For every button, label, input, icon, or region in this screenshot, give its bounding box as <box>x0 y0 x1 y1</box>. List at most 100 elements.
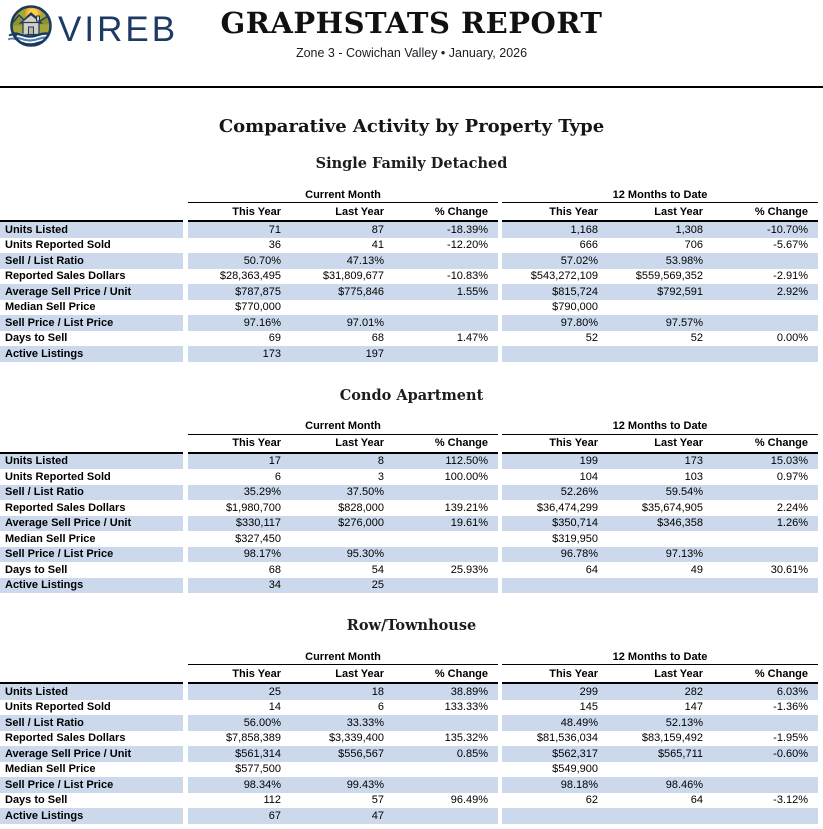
report-subtitle: Zone 3 - Cowichan Valley • January, 2026 <box>295 46 528 60</box>
group-header-12-months: 12 Months to Date <box>502 649 819 665</box>
cell-cm_last: $556,567 <box>291 746 394 762</box>
column-gap <box>183 730 188 746</box>
column-gap <box>183 761 188 777</box>
cell-ytd_this: $81,536,034 <box>536 732 599 745</box>
column-gap <box>183 531 188 547</box>
column-gap <box>498 664 503 683</box>
cell-cm_last: $3,339,400 <box>328 732 384 745</box>
column-gap <box>183 253 188 269</box>
column-gap <box>498 761 503 777</box>
column-gap <box>183 808 188 824</box>
cell-ytd_chg: 2.24% <box>776 501 809 514</box>
table-row: Active Listings 173 197 <box>0 346 819 362</box>
column-gap <box>498 808 503 824</box>
row-label: Units Listed <box>0 683 183 700</box>
table-row: Days to Sell 68 54 25.93% 64 49 30.61% <box>0 562 818 578</box>
column-gap <box>498 237 503 253</box>
cell-ytd_last: 64 <box>690 794 704 807</box>
group-header-row: Current Month 12 Months to Date <box>0 187 819 203</box>
column-gap <box>498 221 503 238</box>
cell-ytd_chg <box>713 777 819 793</box>
cell-cm_this: 173 <box>188 346 291 362</box>
cell-cm_last: 197 <box>291 346 394 362</box>
cell-ytd_last: 52.13% <box>608 715 714 731</box>
cell-cm_last: 18 <box>291 683 394 700</box>
col-header-pct-change: % Change <box>713 664 819 684</box>
cell-ytd_last: 147 <box>684 701 704 714</box>
cell-ytd_last: $83,159,492 <box>641 732 704 745</box>
cell-cm_this: 17 <box>188 452 291 469</box>
cell-ytd_chg: 6.03% <box>713 683 819 700</box>
cell-cm_last <box>291 531 394 547</box>
column-gap <box>498 299 503 315</box>
table-row: Units Listed 25 18 38.89% 299 282 6.03% <box>0 683 819 700</box>
column-gap <box>498 330 503 346</box>
group-header-current-month: Current Month <box>188 418 499 435</box>
spacer-cell <box>0 434 183 454</box>
column-gap <box>498 649 503 665</box>
row-label: Active Listings <box>0 346 183 362</box>
cell-cm_this: 25 <box>188 683 291 700</box>
cell-ytd_last: 59.54% <box>608 484 714 500</box>
col-header-last-year: Last Year <box>291 434 394 454</box>
cell-cm_chg: 96.49% <box>450 794 489 807</box>
cell-ytd_chg: 30.61% <box>770 563 809 576</box>
cell-cm_last: $828,000 <box>338 501 384 514</box>
cell-ytd_this: 145 <box>579 701 599 714</box>
column-gap <box>498 683 503 700</box>
column-gap <box>183 515 188 531</box>
row-label: Reported Sales Dollars <box>5 270 126 283</box>
cell-cm_last: 57 <box>371 794 384 807</box>
cell-ytd_chg: -5.67% <box>773 239 809 252</box>
cell-cm_chg: 133.33% <box>444 701 489 714</box>
cell-cm_this: $327,450 <box>235 532 281 545</box>
group-header-current-month: Current Month <box>188 187 499 203</box>
cell-ytd_this: $350,714 <box>502 515 609 531</box>
column-gap <box>498 268 503 284</box>
spacer-cell <box>0 187 183 203</box>
row-label: Days to Sell <box>5 794 68 807</box>
cell-cm_last: 47 <box>291 808 394 824</box>
group-header-12-months: 12 Months to Date <box>502 187 819 203</box>
table-row: Sell Price / List Price 98.34% 99.43% 98.18… <box>0 777 819 793</box>
cell-cm_last: 41 <box>371 239 384 252</box>
cell-ytd_last: $346,358 <box>608 515 714 531</box>
column-gap <box>183 452 188 469</box>
column-gap <box>498 484 503 500</box>
cell-cm_this: $770,000 <box>235 301 281 314</box>
report-header: VIREB GRAPHSTATS REPORT Zone 3 - Cowicha… <box>0 0 823 88</box>
cell-ytd_last <box>608 300 713 316</box>
column-gap <box>183 187 188 203</box>
cell-cm_this: 68 <box>268 563 281 576</box>
cell-cm_this: $787,875 <box>188 284 291 300</box>
cell-ytd_last: 282 <box>608 683 714 700</box>
cell-ytd_chg <box>713 253 819 269</box>
cell-ytd_this: $790,000 <box>552 301 599 314</box>
cell-ytd_last <box>608 577 714 593</box>
cell-cm_this: 35.29% <box>188 484 291 500</box>
group-header-row: Current Month 12 Months to Date <box>0 649 819 665</box>
cell-ytd_this <box>502 346 609 362</box>
row-label: Days to Sell <box>5 563 68 576</box>
cell-cm_chg <box>394 777 499 793</box>
cell-cm_last: 3 <box>377 470 384 483</box>
row-label: Sell Price / List Price <box>0 315 183 331</box>
cell-cm_chg <box>394 484 499 500</box>
cell-cm_last: 68 <box>371 332 384 345</box>
cell-ytd_this: 57.02% <box>502 253 609 269</box>
column-gap <box>498 546 503 562</box>
cell-cm_chg: 25.93% <box>450 563 489 576</box>
section-title-single-family: Single Family Detached <box>315 155 508 172</box>
cell-cm_this: 112 <box>263 794 281 807</box>
table-row: Active Listings 67 47 <box>0 808 819 824</box>
page-title: Comparative Activity by Property Type <box>218 116 605 137</box>
cell-ytd_last <box>608 808 714 824</box>
cell-cm_chg: 1.55% <box>394 284 499 300</box>
cell-cm_this: $330,117 <box>188 515 291 531</box>
row-label: Sell / List Ratio <box>0 484 183 500</box>
cell-cm_this: 56.00% <box>188 715 291 731</box>
cell-ytd_this: 104 <box>579 470 599 483</box>
table-row: Units Reported Sold 36 41 -12.20% 666 706 -5.6… <box>0 237 818 253</box>
column-gap <box>183 346 188 362</box>
col-header-pct-change: % Change <box>394 434 499 454</box>
